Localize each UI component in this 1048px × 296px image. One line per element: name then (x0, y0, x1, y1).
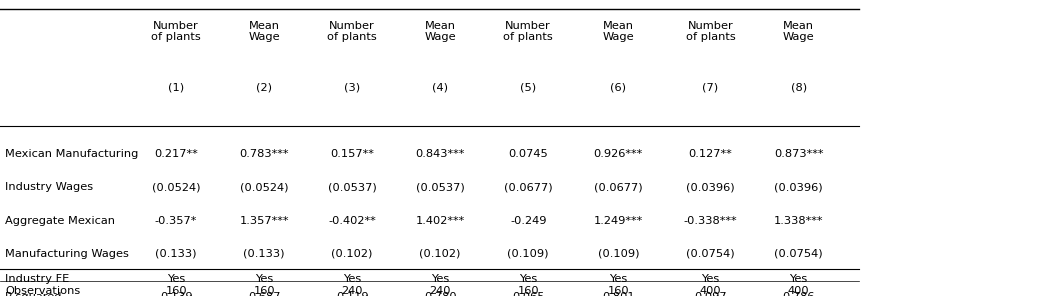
Text: 0.873***: 0.873*** (773, 149, 824, 160)
Text: (2): (2) (256, 83, 272, 93)
Text: Industry Wages: Industry Wages (5, 182, 93, 192)
Text: R-squared: R-squared (5, 292, 63, 296)
Text: Industry FE: Industry FE (5, 274, 69, 284)
Text: (0.0396): (0.0396) (686, 182, 735, 192)
Text: 240: 240 (342, 286, 363, 296)
Text: 400: 400 (700, 286, 721, 296)
Text: (0.0537): (0.0537) (416, 182, 464, 192)
Text: -0.249: -0.249 (510, 216, 546, 226)
Text: Mean
Wage: Mean Wage (603, 21, 634, 42)
Text: (0.0677): (0.0677) (504, 182, 552, 192)
Text: (4): (4) (432, 83, 449, 93)
Text: Yes: Yes (789, 274, 808, 284)
Text: 0.097: 0.097 (694, 292, 727, 296)
Text: Yes: Yes (343, 274, 362, 284)
Text: 0.780: 0.780 (423, 292, 457, 296)
Text: 0.843***: 0.843*** (415, 149, 465, 160)
Text: 0.127**: 0.127** (689, 149, 733, 160)
Text: 0.926***: 0.926*** (594, 149, 642, 160)
Text: (0.0677): (0.0677) (594, 182, 642, 192)
Text: 160: 160 (518, 286, 539, 296)
Text: Yes: Yes (255, 274, 274, 284)
Text: (0.102): (0.102) (331, 249, 373, 259)
Text: Number
of plants: Number of plants (503, 21, 553, 42)
Text: 0.801: 0.801 (602, 292, 635, 296)
Text: 0.783***: 0.783*** (239, 149, 289, 160)
Text: (0.109): (0.109) (597, 249, 639, 259)
Text: 1.338***: 1.338*** (773, 216, 824, 226)
Text: 160: 160 (166, 286, 187, 296)
Text: 1.357***: 1.357*** (239, 216, 289, 226)
Text: (7): (7) (702, 83, 719, 93)
Text: (0.0396): (0.0396) (774, 182, 823, 192)
Text: 160: 160 (608, 286, 629, 296)
Text: Number
of plants: Number of plants (327, 21, 377, 42)
Text: Yes: Yes (431, 274, 450, 284)
Text: (0.0754): (0.0754) (686, 249, 735, 259)
Text: 0.139: 0.139 (159, 292, 193, 296)
Text: 0.157**: 0.157** (330, 149, 374, 160)
Text: -0.357*: -0.357* (155, 216, 197, 226)
Text: (3): (3) (344, 83, 361, 93)
Text: 400: 400 (788, 286, 809, 296)
Text: Mean
Wage: Mean Wage (783, 21, 814, 42)
Text: (0.0524): (0.0524) (152, 182, 200, 192)
Text: 1.249***: 1.249*** (594, 216, 642, 226)
Text: 0.687: 0.687 (247, 292, 281, 296)
Text: (8): (8) (790, 83, 807, 93)
Text: Yes: Yes (519, 274, 538, 284)
Text: (0.0524): (0.0524) (240, 182, 288, 192)
Text: Number
of plants: Number of plants (685, 21, 736, 42)
Text: (0.109): (0.109) (507, 249, 549, 259)
Text: Observations: Observations (5, 286, 81, 296)
Text: 0.0745: 0.0745 (508, 149, 548, 160)
Text: -0.402**: -0.402** (328, 216, 376, 226)
Text: Mean
Wage: Mean Wage (424, 21, 456, 42)
Text: 0.119: 0.119 (335, 292, 369, 296)
Text: 0.217**: 0.217** (154, 149, 198, 160)
Text: 0.786: 0.786 (782, 292, 815, 296)
Text: (0.133): (0.133) (155, 249, 197, 259)
Text: (0.0754): (0.0754) (774, 249, 823, 259)
Text: (5): (5) (520, 83, 537, 93)
Text: (6): (6) (610, 83, 627, 93)
Text: 240: 240 (430, 286, 451, 296)
Text: 0.065: 0.065 (511, 292, 545, 296)
Text: (0.0537): (0.0537) (328, 182, 376, 192)
Text: (0.102): (0.102) (419, 249, 461, 259)
Text: Manufacturing Wages: Manufacturing Wages (5, 249, 129, 259)
Text: Mexican Manufacturing: Mexican Manufacturing (5, 149, 138, 160)
Text: (1): (1) (168, 83, 184, 93)
Text: (0.133): (0.133) (243, 249, 285, 259)
Text: Yes: Yes (609, 274, 628, 284)
Text: Yes: Yes (701, 274, 720, 284)
Text: Aggregate Mexican: Aggregate Mexican (5, 216, 115, 226)
Text: -0.338***: -0.338*** (683, 216, 738, 226)
Text: Mean
Wage: Mean Wage (248, 21, 280, 42)
Text: 160: 160 (254, 286, 275, 296)
Text: 1.402***: 1.402*** (416, 216, 464, 226)
Text: Number
of plants: Number of plants (151, 21, 201, 42)
Text: Yes: Yes (167, 274, 185, 284)
